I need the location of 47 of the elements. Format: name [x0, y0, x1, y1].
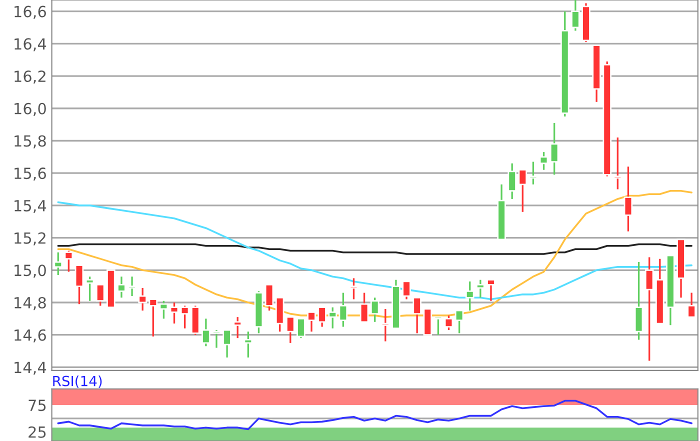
y-tick-label: 16,0 [14, 102, 46, 116]
candlestick [338, 292, 348, 328]
candlestick [434, 316, 443, 336]
line-series [57, 400, 692, 430]
y-tick-label: 15,2 [14, 232, 46, 246]
line-series [57, 201, 692, 300]
candlestick [454, 310, 464, 334]
candlestick [465, 280, 474, 312]
y-tick-label: 15,8 [14, 135, 46, 148]
candlestick [148, 298, 158, 338]
y-tick-label: 75 [28, 400, 46, 412]
candlestick [85, 276, 94, 302]
chart-title: RSI(14) [53, 376, 102, 388]
candlestick [508, 162, 516, 200]
candlestick [233, 316, 242, 339]
y-tick-label: 15,0 [14, 264, 46, 278]
candlestick [180, 304, 190, 330]
y-tick-label: 14,8 [14, 296, 46, 310]
y-tick-label: 16,6 [14, 6, 46, 19]
candlestick [644, 256, 654, 362]
candlestick [360, 292, 369, 323]
line-series [57, 243, 692, 255]
y-tick-label: 15,4 [14, 200, 46, 214]
candlestick [349, 277, 358, 300]
candlestick [550, 122, 559, 176]
candlestick [74, 264, 84, 305]
candlestick [624, 166, 633, 232]
y-tick-label: 14,6 [14, 329, 46, 342]
candlestick [170, 302, 179, 324]
candlestick [613, 136, 622, 190]
candlestick [159, 300, 168, 320]
y-tick-label: 16,4 [14, 38, 46, 52]
candlestick [370, 296, 380, 323]
candlestick [54, 252, 63, 276]
y-tick-label: 15,6 [14, 168, 46, 181]
candlestick [528, 160, 538, 186]
candlestick [138, 287, 147, 312]
candlestick [539, 151, 548, 171]
candlestick [244, 330, 253, 358]
y-tick-label: 25 [28, 426, 46, 438]
y-tick-label: 16,2 [14, 70, 46, 84]
candlestick [444, 314, 454, 331]
candlestick [687, 292, 696, 318]
candlestick [264, 284, 274, 312]
y-tick-label: 14,4 [14, 362, 46, 375]
candlestick [518, 169, 528, 213]
candlestick [64, 250, 74, 273]
